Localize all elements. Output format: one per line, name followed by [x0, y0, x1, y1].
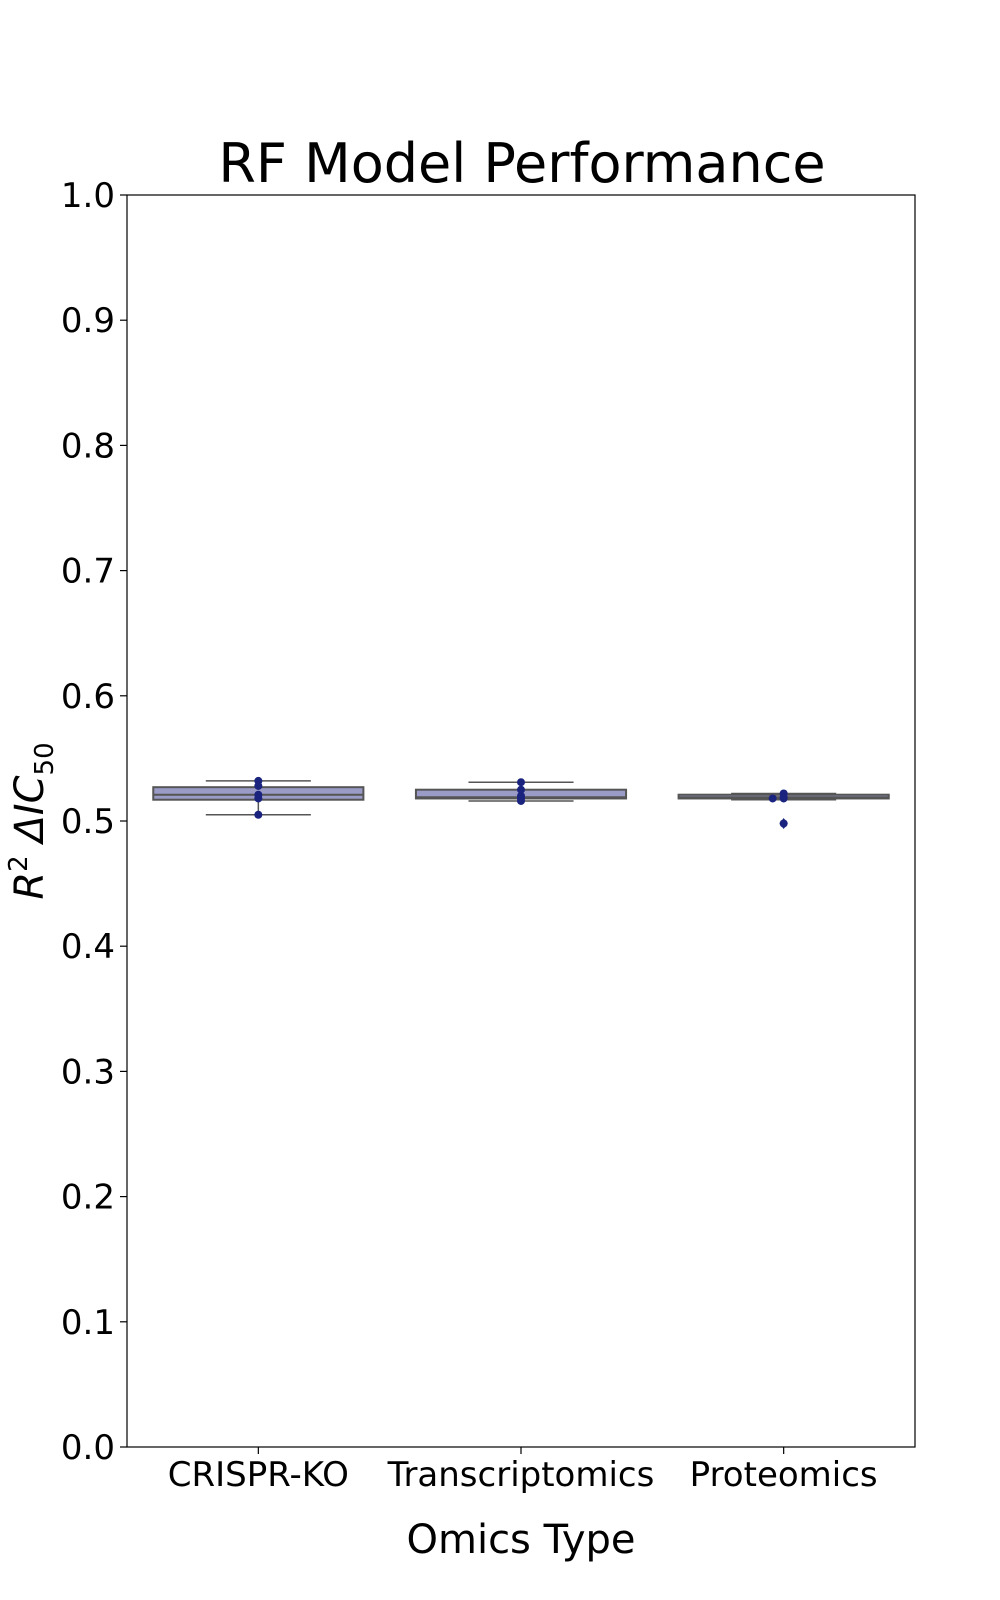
y-tick-label: 0.3 — [61, 1052, 115, 1092]
data-point — [517, 778, 525, 787]
y-tick-label: 0.9 — [61, 301, 115, 341]
x-axis: CRISPR-KO Transcriptomics Proteomics — [168, 1447, 878, 1495]
y-label-var: IC — [7, 775, 53, 815]
y-tick-label: 0.8 — [61, 426, 115, 466]
y-axis: 0.0 0.1 0.2 0.3 0.4 0.5 0.6 0.7 0.8 0.9 1.0 — [61, 176, 127, 1468]
plot-frame — [126, 194, 916, 1448]
data-point — [779, 794, 788, 803]
y-tick-label: 0.4 — [61, 927, 115, 967]
x-tick-label: Proteomics — [690, 1455, 878, 1495]
x-axis-label: Omics Type — [407, 1517, 636, 1563]
plot-area — [152, 776, 890, 830]
y-label-sub: 50 — [30, 742, 60, 775]
y-label-delta: Δ — [7, 815, 53, 845]
y-label-sup: 2 — [4, 855, 34, 872]
y-tick-label: 0.5 — [61, 802, 115, 842]
y-tick-label: 1.0 — [61, 176, 115, 216]
data-point — [254, 781, 263, 790]
y-label-base: R — [7, 872, 53, 900]
y-tick-label: 0.6 — [61, 677, 115, 717]
outlier-point — [779, 818, 788, 830]
data-point — [254, 810, 263, 819]
y-tick-label: 0.7 — [61, 552, 115, 592]
data-point — [254, 794, 263, 803]
data-point — [517, 785, 525, 794]
y-tick-label: 0.1 — [61, 1303, 115, 1343]
chart-title: RF Model Performance — [218, 132, 825, 195]
y-axis-label: R2 ΔIC50 — [4, 742, 60, 899]
x-tick-label: CRISPR-KO — [168, 1455, 349, 1495]
data-point — [517, 796, 525, 805]
x-tick-label: Transcriptomics — [387, 1455, 655, 1495]
data-point — [768, 794, 777, 803]
y-tick-label: 0.0 — [61, 1428, 115, 1468]
y-tick-label: 0.2 — [61, 1178, 115, 1218]
